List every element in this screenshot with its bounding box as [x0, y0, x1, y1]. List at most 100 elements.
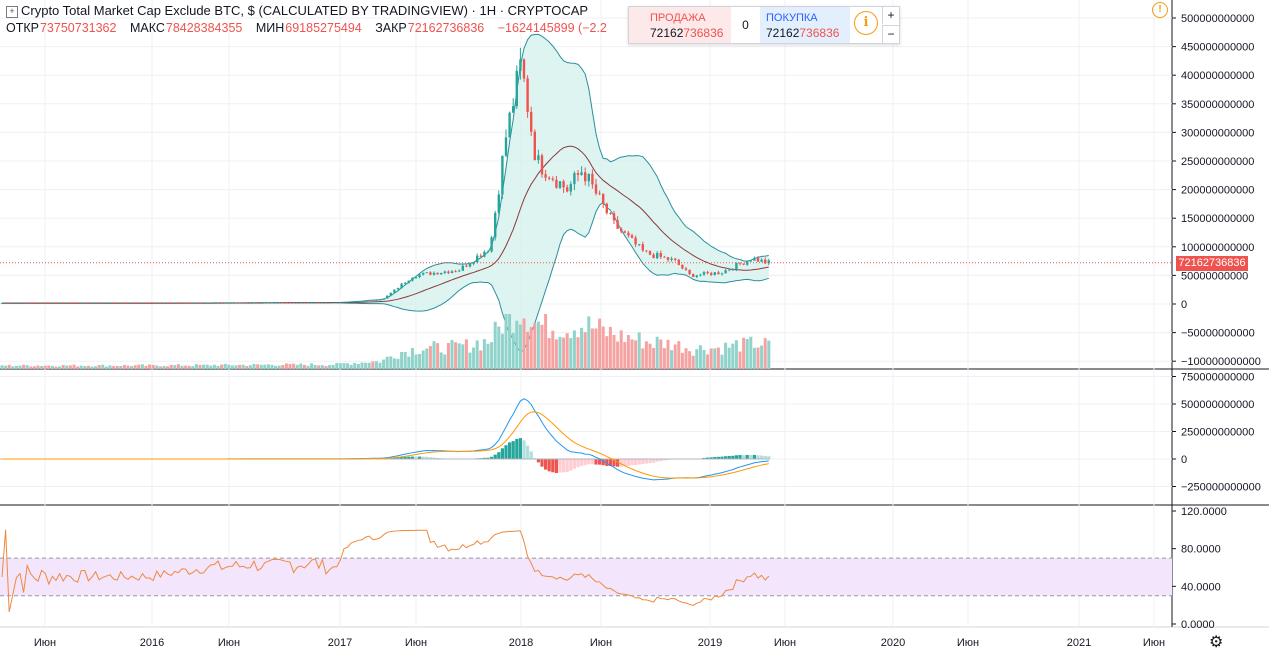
candle-body — [33, 303, 36, 304]
candle-body — [108, 303, 112, 304]
candle-body — [393, 289, 396, 293]
price-axis-label: 80.0000 — [1181, 544, 1221, 556]
volume-bar — [18, 365, 22, 369]
volume-bar — [238, 364, 242, 369]
settings-gear-icon[interactable]: ⚙ — [1209, 634, 1224, 651]
info-icon[interactable]: i — [854, 11, 878, 35]
volume-bar — [140, 364, 144, 369]
volume-bar — [202, 364, 206, 369]
candle-body — [234, 302, 238, 304]
volume-bar — [763, 338, 767, 369]
price-axis-label: 150000000000 — [1181, 213, 1254, 225]
volume-bar — [36, 365, 40, 369]
macd-histogram-bar — [659, 459, 663, 462]
candle-body — [382, 298, 385, 300]
candle-body — [137, 303, 140, 304]
volume-bar — [58, 366, 62, 369]
macd-histogram-bar — [709, 457, 713, 459]
minus-button[interactable]: − — [882, 25, 899, 43]
buy-button[interactable] — [760, 7, 850, 43]
volume-bar — [0, 365, 4, 369]
sell-button[interactable] — [629, 7, 731, 43]
macd-histogram-bar — [720, 456, 724, 459]
volume-bar — [90, 366, 94, 369]
volume-bar — [281, 365, 285, 369]
volume-bar — [353, 362, 357, 369]
candle-body — [292, 302, 295, 304]
price-axis-label: 100000000000 — [1181, 242, 1254, 254]
candle-body — [371, 300, 374, 301]
macd-histogram-bar — [518, 438, 522, 459]
volume-bar — [601, 326, 605, 369]
volume-bar — [612, 334, 616, 369]
time-axis-label: Июн — [774, 637, 796, 649]
volume-bar — [734, 340, 738, 369]
candle-body — [4, 303, 7, 304]
macd-histogram-bar — [500, 448, 504, 459]
macd-histogram-bar — [536, 459, 540, 463]
volume-bar — [680, 352, 684, 369]
volume-bar — [515, 320, 519, 369]
candle-body — [288, 302, 292, 304]
volume-bar — [155, 365, 159, 369]
volume-bar — [4, 365, 8, 369]
volume-bar — [634, 340, 638, 369]
volume-bar — [731, 343, 735, 369]
candle-body — [155, 303, 158, 304]
candle-body — [652, 254, 655, 259]
candle-body — [436, 272, 439, 275]
volume-bar — [382, 359, 386, 369]
time-axis-label: Июн — [34, 637, 56, 649]
macd-histogram-bar — [569, 459, 573, 471]
candle-body — [321, 302, 324, 304]
price-axis-label: 300000000000 — [1181, 127, 1254, 139]
volume-bar — [670, 350, 674, 369]
volume-bar — [230, 365, 234, 369]
macd-histogram-bar — [493, 454, 497, 459]
macd-line — [1, 398, 769, 481]
volume-bar — [360, 362, 364, 369]
time-axis-label: 2021 — [1067, 637, 1091, 649]
warning-icon[interactable]: ! — [1152, 2, 1168, 18]
candle-body — [497, 194, 500, 213]
volume-bar — [270, 364, 274, 369]
volume-bar — [662, 348, 666, 369]
candle-body — [454, 271, 457, 273]
candle-body — [566, 187, 569, 192]
candle-body — [695, 275, 698, 277]
candle-body — [256, 302, 259, 304]
volume-bar — [14, 365, 18, 369]
volume-bar — [544, 314, 548, 369]
macd-histogram-bar — [486, 457, 490, 459]
macd-histogram-bar — [745, 454, 749, 459]
volume-bar — [641, 348, 645, 369]
candle-body — [15, 303, 18, 304]
candle-body — [731, 269, 734, 271]
volume-bar — [187, 365, 191, 369]
candle-body — [544, 174, 547, 178]
macd-histogram-bar — [612, 459, 616, 467]
candle-body — [648, 250, 652, 255]
candle-body — [710, 273, 713, 275]
candle-body — [670, 258, 673, 260]
change-value: −1624145899 (−2.2 — [497, 21, 607, 35]
candle-body — [461, 265, 464, 271]
macd-histogram-bar — [731, 455, 735, 459]
volume-bar — [43, 365, 47, 369]
macd-histogram-bar — [594, 459, 598, 465]
volume-bar — [598, 318, 602, 369]
volume-bar — [94, 366, 98, 369]
candle-body — [494, 212, 497, 238]
volume-bar — [443, 354, 447, 369]
volume-bar — [97, 365, 101, 369]
candle-body — [569, 184, 572, 192]
price-axis-label: 120.0000 — [1181, 506, 1227, 518]
volume-bar — [446, 342, 450, 369]
candle-body — [267, 302, 270, 304]
volume-bar — [666, 339, 670, 369]
expand-icon[interactable]: + — [6, 6, 18, 18]
volume-bar — [86, 365, 90, 369]
plus-button[interactable]: + — [882, 7, 899, 24]
candle-body — [659, 253, 662, 257]
